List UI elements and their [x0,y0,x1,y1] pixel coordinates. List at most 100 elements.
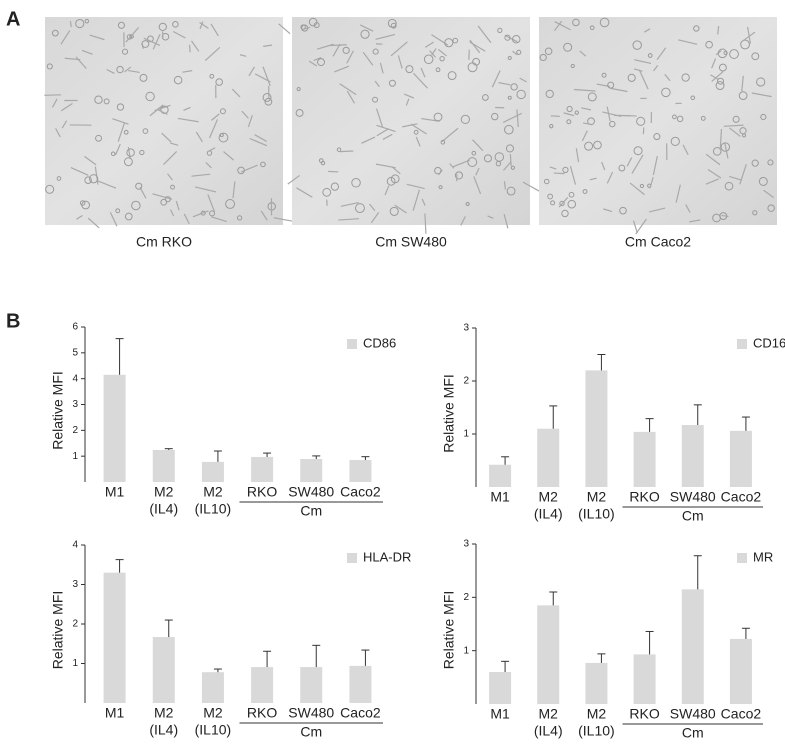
cell [498,82,511,86]
cell [390,41,408,57]
bar [489,672,512,704]
cell [606,171,614,184]
cell [172,21,179,28]
micrograph-background [45,17,283,225]
cell [139,149,145,156]
y-tick-label: 2 [463,592,469,603]
cell [423,54,434,65]
cell [729,175,742,181]
cell [509,153,512,166]
y-axis-label: Relative MFI [50,591,66,670]
cell [322,187,332,197]
legend-swatch [737,553,747,563]
cell [112,118,129,125]
y-tick-label: 4 [72,540,78,551]
cell [152,193,173,200]
x-tick-label: Caco2 [340,705,381,721]
cell [169,209,175,217]
cell [487,215,494,219]
cell [115,208,121,214]
cell [473,176,482,195]
cell [711,58,717,69]
bar [152,449,175,482]
cell [519,77,527,83]
cell [627,73,636,82]
cell [739,164,747,185]
x-tick-sublabel: (IL10) [578,506,615,522]
cell [656,47,667,61]
cell [95,134,103,142]
cell [587,92,597,102]
cell [434,166,442,175]
cell [672,114,677,120]
cell [382,133,393,140]
cell [589,25,595,31]
x-tick-label: RKO [629,489,659,505]
cell [89,174,99,184]
cell [652,65,659,72]
cell [711,71,724,82]
cell [760,113,767,121]
cell [438,49,447,57]
bar [729,638,752,704]
bar [251,667,274,703]
y-tick-label: 1 [463,645,469,656]
cell [391,165,401,175]
cell [522,181,543,194]
legend-swatch [347,553,357,563]
cell [581,107,591,111]
cell [177,117,199,123]
cell [763,189,774,199]
cell [141,40,150,48]
cell [69,20,72,28]
cell [330,182,339,191]
x-tick-label: Caco2 [721,489,762,505]
cell [593,140,602,150]
cell [707,169,722,179]
x-tick-sublabel: (IL10) [195,722,232,738]
cell [287,174,301,185]
cell [223,151,235,161]
cell [632,40,642,50]
group-label: Cm [682,725,704,741]
cell [670,136,680,147]
image-caption: Cm SW480 [375,234,447,250]
cell [553,20,563,32]
cell [544,47,553,55]
bar [729,430,752,487]
y-tick-label: 1 [72,451,78,462]
cell [617,114,637,117]
x-tick-sublabel: (IL4) [534,723,563,739]
cell [376,124,396,133]
cell [236,215,243,221]
cell [219,108,226,115]
cell [376,128,390,137]
cell [503,181,506,190]
legend-label: MR [753,549,773,564]
cell [715,50,722,56]
cell [330,44,347,47]
cell [618,164,626,172]
panel-label: A [6,8,20,30]
y-tick-label: 3 [72,579,78,590]
cell [483,154,492,163]
cell [510,83,518,91]
cell [639,183,645,189]
cell [444,38,454,48]
cell [170,142,179,146]
cell [482,94,489,101]
cell [342,46,350,54]
bar [103,572,126,703]
cell [652,156,658,176]
cell [504,124,514,135]
cell [477,25,492,44]
cell [569,165,577,185]
cell [117,21,125,29]
cell [84,155,97,166]
cell [435,67,441,73]
cell [191,40,200,52]
cell [316,43,334,50]
cell [232,181,236,199]
cell [729,127,741,137]
